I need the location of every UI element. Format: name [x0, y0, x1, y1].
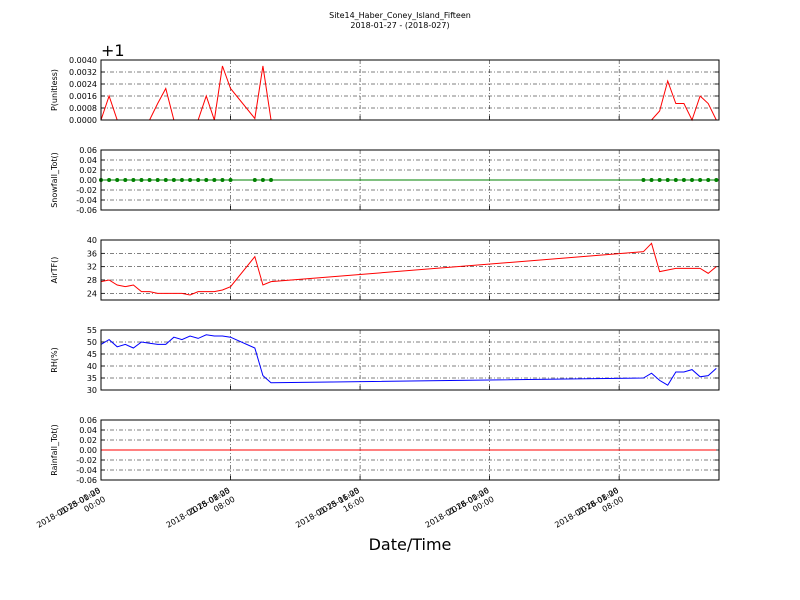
y-tick-label: 45: [87, 350, 97, 359]
axes-frame: [100, 59, 720, 121]
data-line: [100, 334, 717, 386]
data-point: [706, 178, 711, 182]
y-tick-label: 0.00: [79, 446, 97, 455]
data-point: [196, 178, 201, 182]
data-point: [673, 178, 678, 182]
y-tick-label: 0.04: [79, 426, 97, 435]
y-axis-label: AirTF(): [50, 257, 59, 284]
y-tick-label: 35: [87, 374, 97, 383]
x-tick-label: 2018-01-25 08:002018-01-2508:00: [165, 486, 237, 539]
y-tick-label: -0.02: [76, 456, 97, 465]
y-tick-label: 36: [87, 249, 97, 258]
y-axis-label: RH(%): [50, 347, 59, 372]
axes-frame: [100, 329, 720, 391]
data-point: [123, 178, 128, 182]
data-point: [220, 178, 225, 182]
y-tick-label: 0.0016: [69, 92, 97, 101]
data-point: [641, 178, 646, 182]
x-tick-label: 2018-01-25 16:002018-01-2516:00: [294, 486, 366, 539]
axes-frame: [100, 419, 720, 481]
y-tick-label: 0.06: [79, 416, 97, 425]
y-tick-label: 0.04: [79, 156, 97, 165]
data-point: [204, 178, 209, 182]
x-axis-label: Date/Time: [369, 535, 452, 554]
y-tick-label: 0.0008: [69, 104, 97, 113]
y-axis-label: Snowfall_Tot(): [50, 152, 59, 208]
data-point: [115, 178, 120, 182]
y-tick-label: 40: [87, 236, 97, 245]
y-tick-label: 55: [87, 326, 97, 335]
data-line: [100, 65, 717, 122]
y-tick-label: -0.04: [76, 466, 97, 475]
y-tick-label: 0.06: [79, 146, 97, 155]
y-axis-label: Rainfall_Tot(): [50, 424, 59, 476]
data-point: [657, 178, 662, 182]
data-point: [714, 178, 719, 182]
data-point: [147, 178, 152, 182]
data-point: [139, 178, 144, 182]
y-tick-label: 0.0040: [69, 56, 97, 65]
data-point: [698, 178, 703, 182]
data-point: [171, 178, 176, 182]
y-tick-label: -0.04: [76, 196, 97, 205]
axes-frame: [100, 149, 720, 211]
data-point: [188, 178, 193, 182]
y-tick-label: -0.02: [76, 186, 97, 195]
chart-subtitle: 2018-01-27 - (2018-027): [350, 21, 449, 30]
y-tick-label: 0.0024: [69, 80, 97, 89]
y-tick-label: -0.06: [76, 476, 97, 485]
data-point: [665, 178, 670, 182]
data-point: [649, 178, 654, 182]
data-point: [212, 178, 217, 182]
data-point: [155, 178, 160, 182]
x-tick-label: 2018-01-26 08:002018-01-2608:00: [553, 486, 625, 539]
y-tick-label: 40: [87, 362, 97, 371]
data-point: [252, 178, 257, 182]
data-point: [681, 178, 686, 182]
y-tick-label: 32: [87, 263, 97, 272]
y-tick-label: 0.00: [79, 176, 97, 185]
y-tick-label: 0.02: [79, 166, 97, 175]
y-tick-label: 30: [87, 386, 97, 395]
y-tick-label: 0.02: [79, 436, 97, 445]
data-point: [131, 178, 136, 182]
data-point: [107, 178, 112, 182]
x-tick-label: 2018-01-26 00:002018-01-2600:00: [424, 486, 496, 539]
y-tick-label: 0.0032: [69, 68, 97, 77]
data-point: [228, 178, 233, 182]
chart-title: Site14_Haber_Coney_Island_Fifteen: [329, 11, 471, 20]
data-point: [269, 178, 274, 182]
data-point: [690, 178, 695, 182]
x-tick-label: 2018-01-25 00:002018-01-2500:00: [35, 486, 107, 539]
data-point: [260, 178, 265, 182]
y-tick-label: 28: [87, 276, 97, 285]
axes-frame: [100, 239, 720, 301]
data-line: [100, 242, 717, 296]
offset-text: +1: [101, 41, 125, 60]
y-tick-label: 50: [87, 338, 97, 347]
y-tick-label: 0.0000: [69, 116, 97, 125]
y-axis-label: P(unitless): [50, 69, 59, 111]
data-point: [163, 178, 168, 182]
y-tick-label: -0.06: [76, 206, 97, 215]
data-point: [179, 178, 184, 182]
y-tick-label: 24: [87, 289, 97, 298]
